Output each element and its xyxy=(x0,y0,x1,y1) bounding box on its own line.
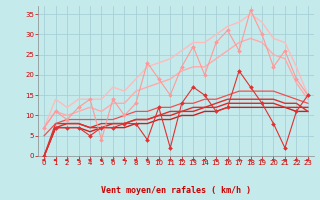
X-axis label: Vent moyen/en rafales ( km/h ): Vent moyen/en rafales ( km/h ) xyxy=(101,186,251,195)
